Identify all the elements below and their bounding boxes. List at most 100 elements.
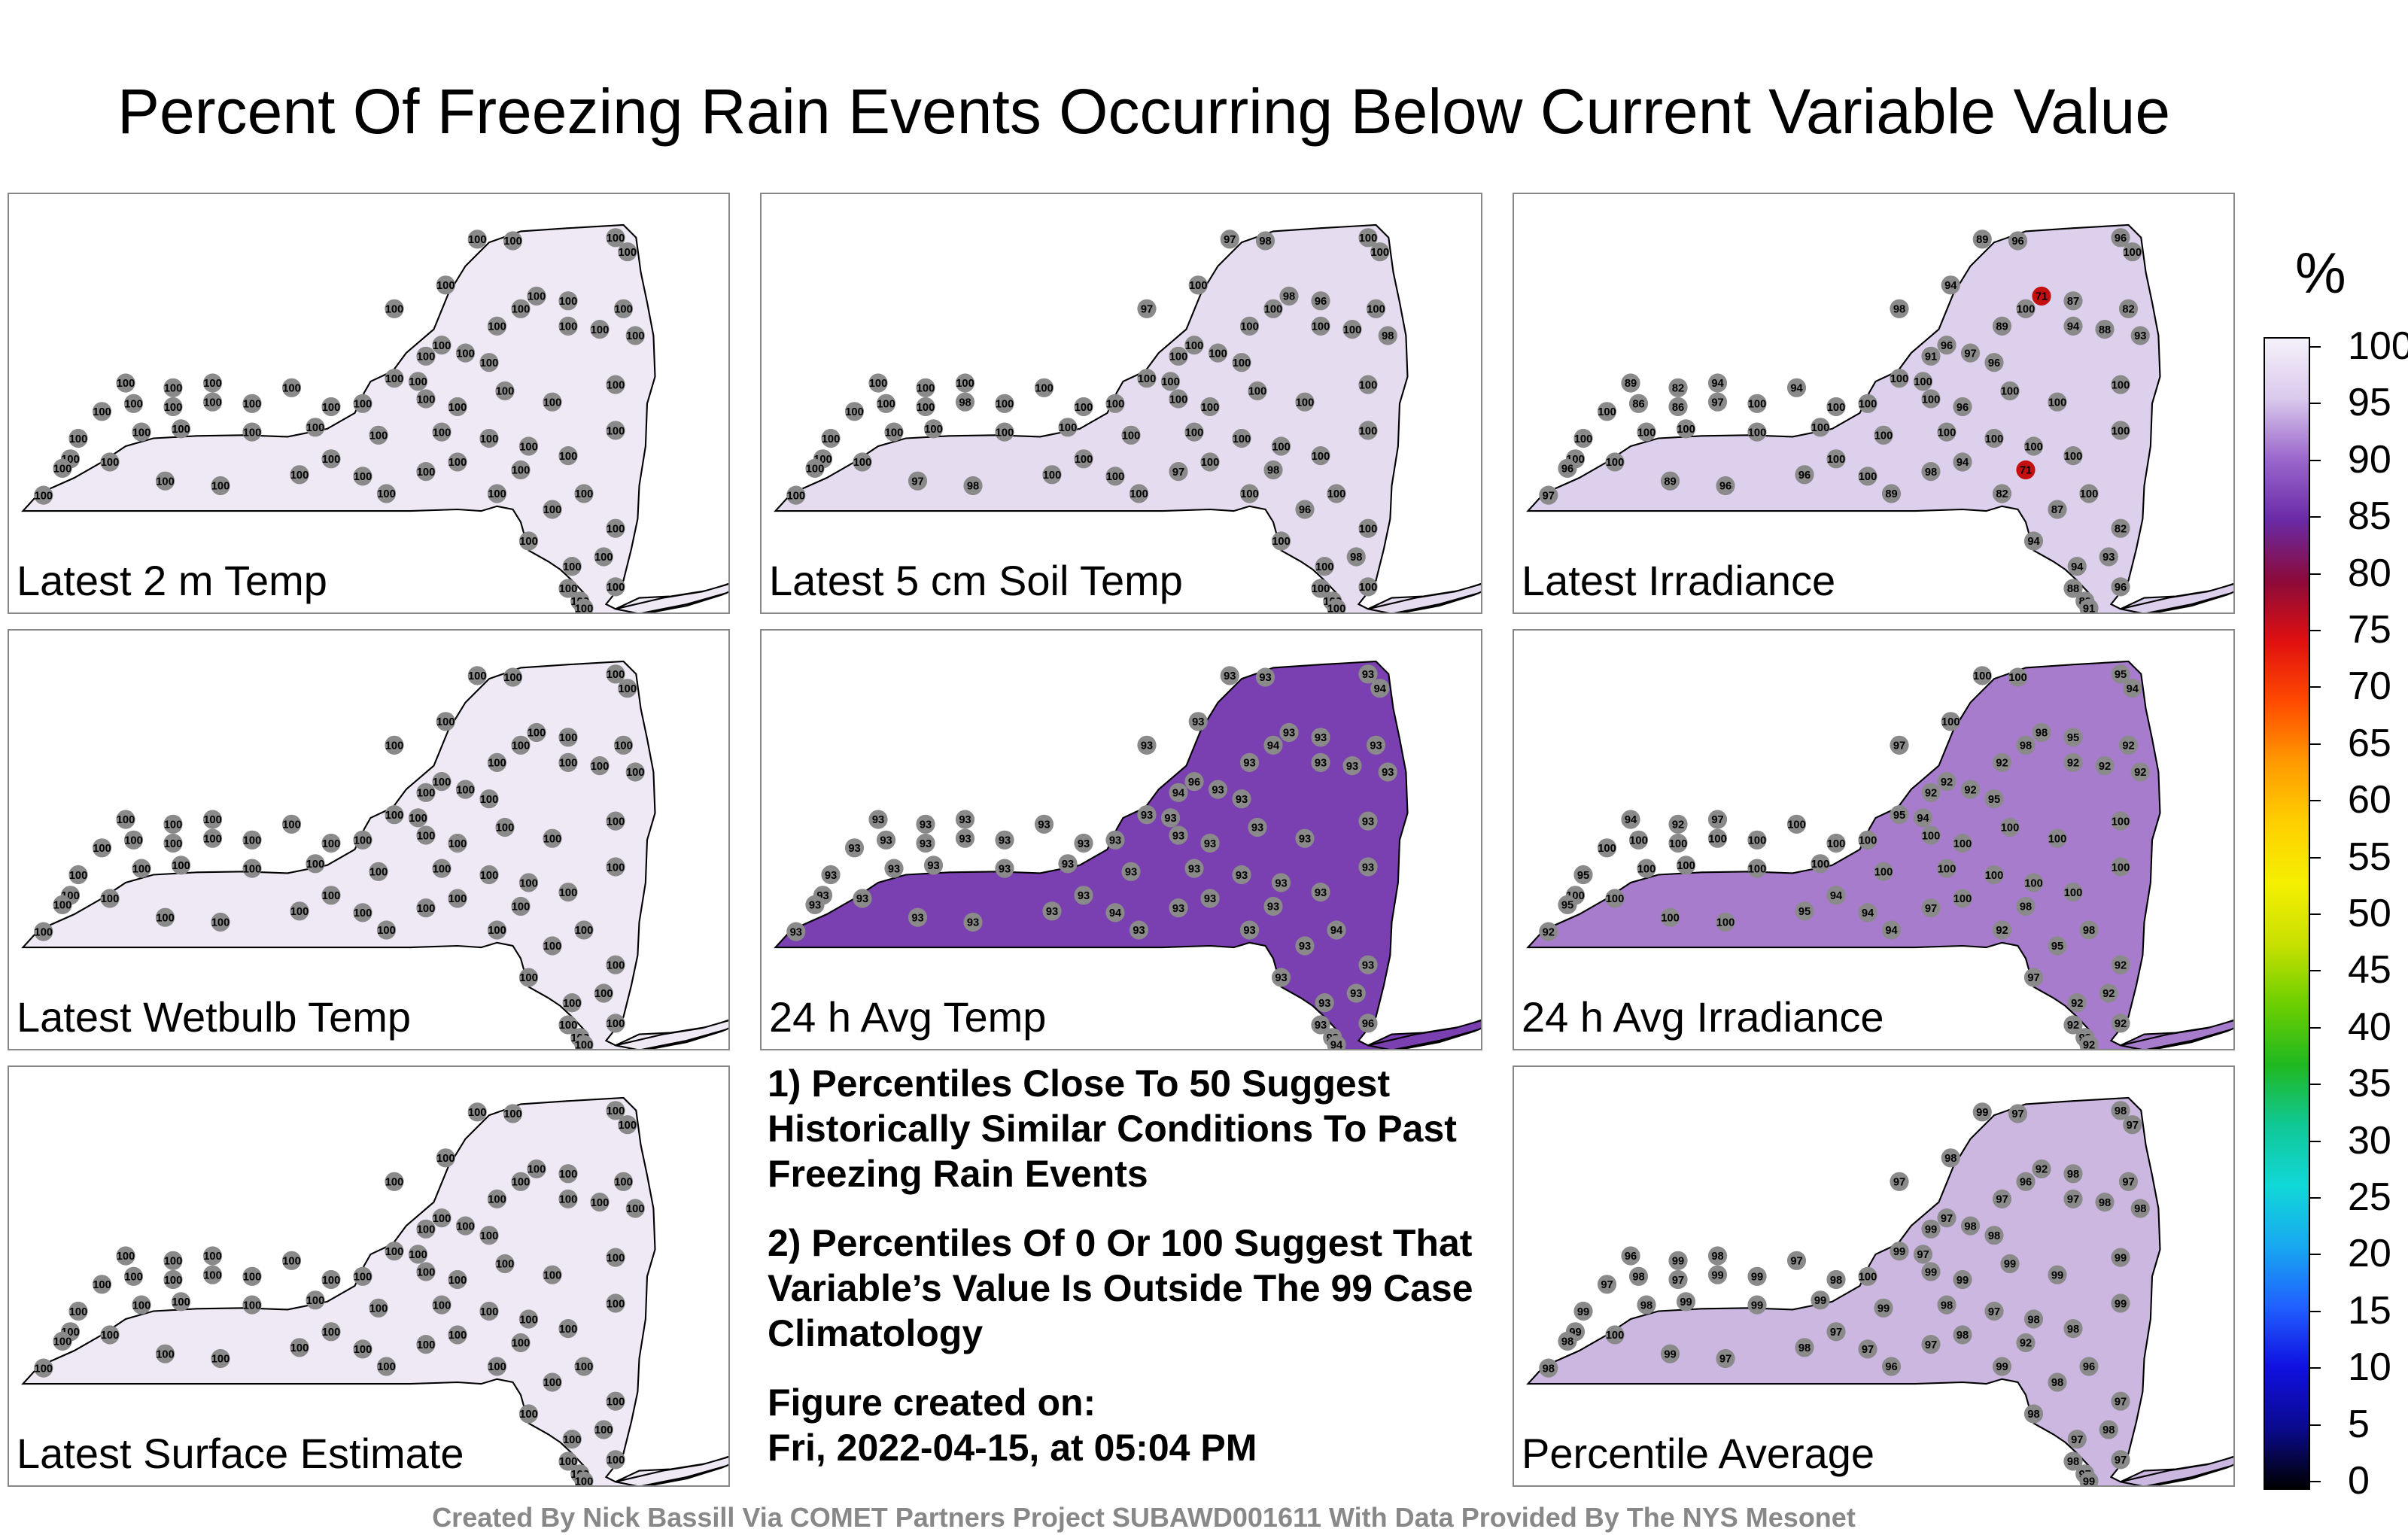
station-marker (558, 291, 578, 311)
station-value: 100 (1106, 471, 1125, 483)
map-latest-irradiance: 89 96 96 100 98 94 71 87 100 82 93 94 88 89 96 91 97 96 10… (1526, 223, 2233, 612)
station-value: 100 (1169, 394, 1188, 406)
station-value: 100 (409, 813, 427, 825)
station-value: 88 (2067, 583, 2079, 595)
station-value: 100 (35, 1363, 53, 1375)
colorbar-tick-label: 95 (2348, 381, 2391, 425)
station-value: 95 (2067, 732, 2079, 744)
station-value: 100 (512, 740, 531, 752)
station-marker (487, 316, 507, 336)
station-marker (1366, 299, 1386, 318)
station-marker (1881, 484, 1902, 503)
state-outline (1526, 660, 2233, 1049)
station-value: 100 (93, 843, 111, 855)
station-marker (876, 830, 896, 850)
station-value: 93 (1133, 925, 1145, 937)
station-value: 98 (2067, 1169, 2079, 1181)
station-value: 100 (417, 394, 436, 406)
station-marker (606, 664, 625, 684)
station-marker (1676, 856, 1696, 875)
station-value: 100 (1209, 348, 1227, 360)
station-value: 100 (377, 925, 396, 937)
station-value: 93 (1315, 732, 1327, 744)
station-value: 100 (164, 838, 183, 850)
long-island-outline (1367, 1020, 1481, 1049)
station-marker (2023, 1404, 2044, 1424)
station-value: 100 (436, 1153, 455, 1165)
station-marker (518, 1404, 539, 1424)
station-marker (1200, 889, 1220, 908)
state-outline (21, 223, 728, 612)
station-marker (432, 336, 451, 355)
station-marker (448, 1325, 467, 1345)
station-value: 97 (1719, 1354, 1732, 1366)
station-marker (416, 1335, 436, 1354)
station-marker (123, 830, 144, 850)
station-marker (1890, 805, 1909, 825)
station-marker (1921, 462, 1941, 482)
station-value: 93 (872, 814, 884, 826)
station-marker (1921, 1335, 1941, 1354)
station-marker (1271, 531, 1291, 551)
station-marker (1188, 275, 1208, 295)
station-marker (2123, 1115, 2142, 1135)
station-value: 93 (1382, 767, 1394, 779)
station-value: 100 (101, 1330, 120, 1342)
station-value: 97 (2115, 1454, 2127, 1467)
station-value: 100 (1677, 860, 1695, 872)
station-marker (876, 394, 896, 413)
station-value: 100 (385, 304, 404, 316)
station-marker (2063, 291, 2083, 311)
station-marker (2099, 983, 2118, 1003)
station-value: 92 (2067, 1020, 2079, 1032)
station-value: 100 (433, 1299, 451, 1312)
station-value: 100 (1312, 451, 1330, 463)
station-marker (1826, 886, 1846, 905)
station-value: 100 (559, 1194, 578, 1206)
station-value: 100 (1629, 835, 1648, 847)
colorbar-tick-label: 20 (2348, 1232, 2391, 1276)
station-marker (2016, 1333, 2036, 1353)
station-value: 97 (1711, 397, 1723, 409)
station-marker (1605, 1325, 1625, 1345)
colorbar-tick-label: 0 (2348, 1459, 2370, 1503)
station-marker (916, 397, 935, 417)
station-marker (479, 1226, 499, 1245)
station-marker (1890, 1172, 1909, 1191)
station-marker (2063, 446, 2083, 466)
station-value: 98 (1988, 1230, 2000, 1242)
station-marker (2023, 1309, 2044, 1329)
station-value: 100 (607, 1105, 625, 1117)
station-marker (1992, 920, 2012, 940)
station-value: 92 (2102, 988, 2115, 1000)
station-value: 93 (2134, 330, 2146, 342)
station-marker (1121, 425, 1141, 445)
station-value: 100 (164, 819, 183, 831)
station-marker (1137, 299, 1157, 318)
station-value: 100 (1973, 670, 1992, 682)
station-value: 96 (1188, 777, 1200, 789)
station-marker (2111, 811, 2130, 831)
station-marker (1992, 316, 2012, 336)
station-marker (1295, 936, 1315, 956)
colorbar-tick-mark (2310, 1140, 2321, 1142)
station-marker (1707, 1246, 1728, 1266)
station-value: 100 (1598, 843, 1616, 855)
station-value: 97 (2071, 1434, 2083, 1446)
station-value: 94 (2067, 321, 2080, 333)
station-marker (53, 458, 72, 478)
station-marker (590, 320, 610, 339)
station-marker (1874, 862, 1893, 881)
station-value: 100 (519, 536, 538, 548)
station-marker (116, 810, 135, 829)
station-marker (321, 449, 341, 469)
station-value: 98 (2099, 1197, 2111, 1209)
station-value: 98 (1964, 1220, 1976, 1233)
station-marker (1628, 830, 1649, 850)
station-marker (202, 392, 223, 412)
station-value: 82 (2115, 523, 2127, 535)
station-marker (2111, 1391, 2130, 1411)
station-marker (1960, 343, 1981, 363)
station-marker (558, 1015, 578, 1035)
station-marker (376, 484, 397, 503)
